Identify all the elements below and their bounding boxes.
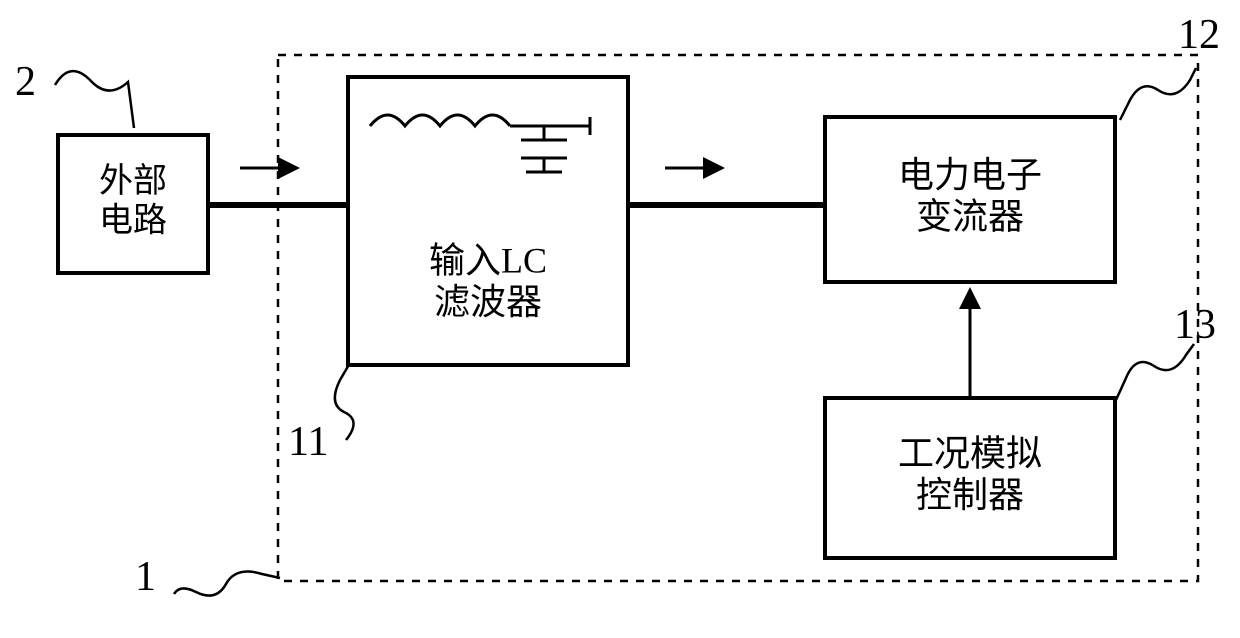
ref-2-num: 2 <box>15 59 36 105</box>
svg-text:外部: 外部 <box>99 162 167 200</box>
ref-2-lead <box>55 71 134 128</box>
svg-text:电力电子: 电力电子 <box>898 155 1042 195</box>
ref-11-num: 11 <box>288 419 328 465</box>
ref-12-lead <box>1120 68 1196 120</box>
ref-12-num: 12 <box>1178 12 1220 58</box>
svg-text:控制器: 控制器 <box>916 475 1024 515</box>
ref-11-lead <box>335 363 354 440</box>
lc-filter-label: 输入LC滤波器 <box>429 241 547 322</box>
ref-13-num: 13 <box>1174 302 1216 348</box>
ref-1-lead <box>174 572 280 596</box>
flow-arrow-2-head <box>703 157 725 179</box>
svg-text:滤波器: 滤波器 <box>434 282 542 322</box>
svg-text:电路: 电路 <box>99 201 167 239</box>
controller-block-label: 工况模拟控制器 <box>898 434 1042 515</box>
svg-text:变流器: 变流器 <box>916 196 1024 236</box>
svg-text:输入LC: 输入LC <box>429 241 547 281</box>
control-arrow-head <box>959 287 981 309</box>
flow-arrow-1-head <box>278 157 300 179</box>
svg-text:工况模拟: 工况模拟 <box>898 434 1042 474</box>
converter-block-label: 电力电子变流器 <box>898 155 1042 236</box>
ref-1-num: 1 <box>135 554 156 600</box>
ref-13-lead <box>1116 344 1194 400</box>
